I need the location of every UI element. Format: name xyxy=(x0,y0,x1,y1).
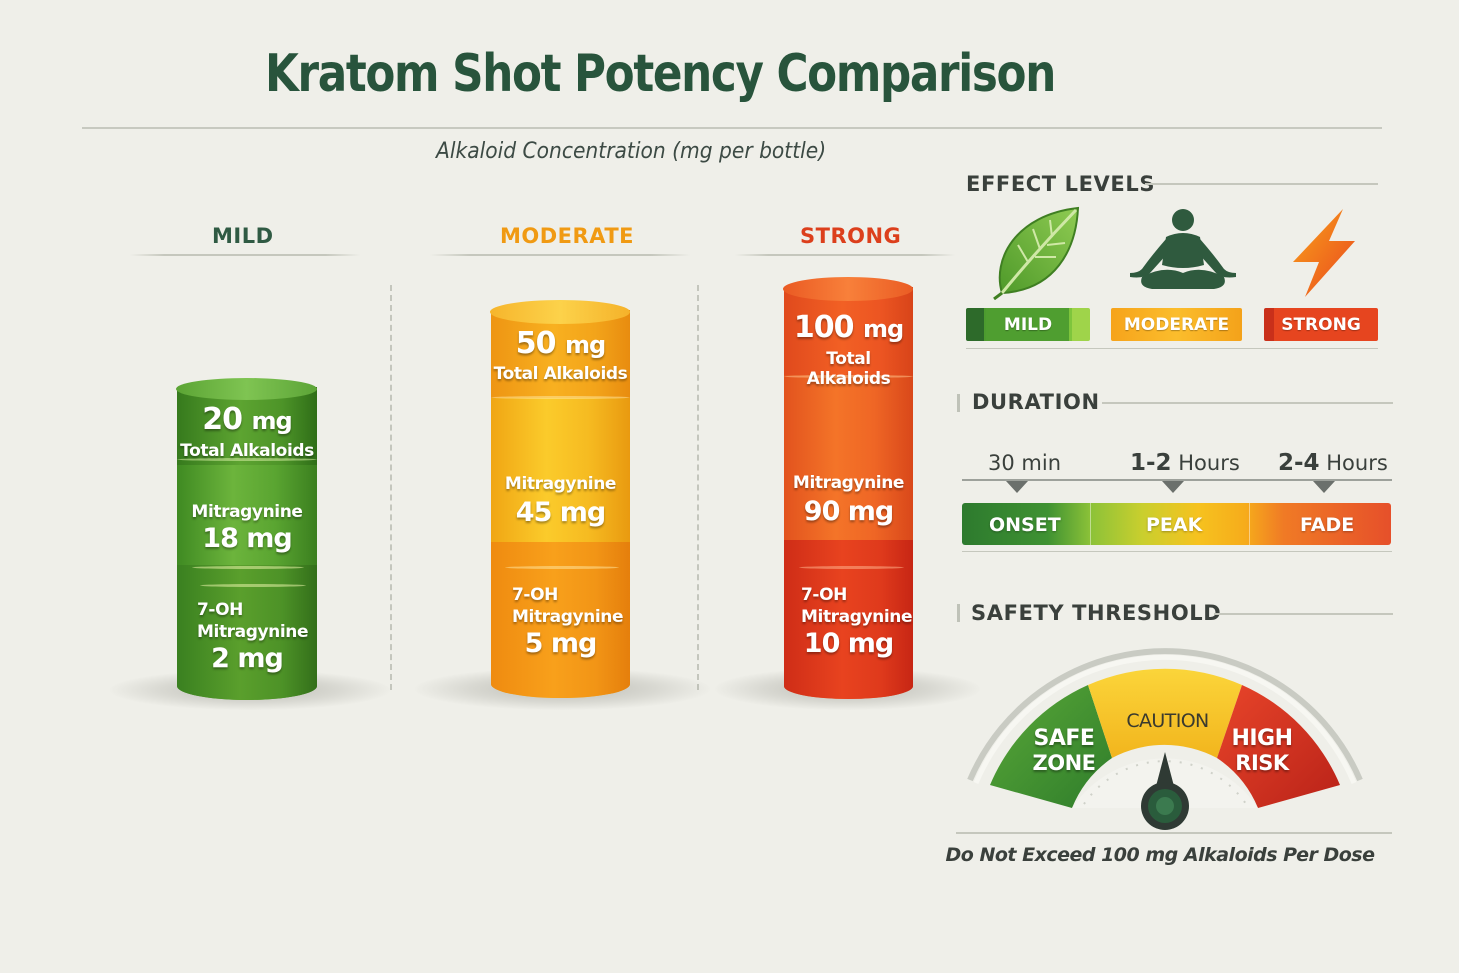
duration-bar: ONSET PEAK FADE xyxy=(962,503,1391,545)
effect-levels-title: EFFECT LEVELS xyxy=(966,172,1156,196)
duration-title: DURATION xyxy=(972,390,1100,414)
segment-divider xyxy=(177,458,317,461)
phase-peak: PEAK xyxy=(1146,514,1203,536)
effect-pill-moderate: MODERATE xyxy=(1111,308,1242,341)
segment-divider xyxy=(200,584,306,587)
duration-time-peak: 1-2 Hours xyxy=(1130,450,1240,476)
lightning-icon xyxy=(1285,207,1360,299)
safety-gauge xyxy=(962,640,1372,840)
moderate-7oh-label-line1: 7-OH xyxy=(512,585,558,605)
moderate-total-value: 50 mg xyxy=(515,326,606,361)
effect-pill-strong: STRONG xyxy=(1264,308,1378,341)
strong-7oh-label-line1: 7-OH xyxy=(801,585,847,605)
page-title: Kratom Shot Potency Comparison xyxy=(265,44,1056,104)
moderate-total-label: Total Alkaloids xyxy=(493,364,628,384)
gauge-safe-line1: SAFE xyxy=(1033,726,1095,751)
mild-mitragynine-label: Mitragynine xyxy=(191,502,303,522)
level-header-rule xyxy=(430,254,690,256)
cylinder-cap xyxy=(490,300,630,324)
phase-divider xyxy=(1090,503,1091,545)
title-divider xyxy=(82,127,1382,129)
leaf-icon xyxy=(990,205,1082,301)
phase-divider xyxy=(1249,503,1250,545)
effect-pill-mild: MILD xyxy=(966,308,1090,341)
section-rule xyxy=(962,551,1392,552)
level-header-strong: STRONG xyxy=(800,224,902,248)
duration-time-fade: 2-4 Hours xyxy=(1278,450,1388,476)
segment-divider xyxy=(491,396,630,399)
segment-divider xyxy=(799,566,904,569)
page-subtitle: Alkaloid Concentration (mg per bottle) xyxy=(436,139,827,164)
section-rule xyxy=(1214,613,1393,615)
strong-7oh-label-line2: Mitragynine xyxy=(801,607,913,627)
mild-7oh-label-line1: 7-OH xyxy=(197,600,243,620)
timeline-marker xyxy=(1006,481,1028,493)
strong-total-label: Total Alkaloids xyxy=(806,349,891,389)
segment-divider xyxy=(505,566,619,569)
meditation-icon xyxy=(1124,207,1242,299)
segment-divider xyxy=(192,566,304,569)
section-marker xyxy=(957,394,960,412)
mild-mitragynine-value: 18 mg xyxy=(202,523,292,554)
mild-total-value: 20 mg xyxy=(202,402,292,437)
moderate-7oh-label-line2: Mitragynine xyxy=(512,607,624,627)
cylinder-segment-total xyxy=(177,387,317,465)
segment-divider xyxy=(784,375,913,378)
level-header-moderate: MODERATE xyxy=(500,224,634,248)
safety-note: Do Not Exceed 100 mg Alkaloids Per Dose xyxy=(945,844,1375,866)
gauge-risk-line2: RISK xyxy=(1235,751,1289,775)
duration-time-onset: 30 min xyxy=(988,451,1062,475)
timeline-marker xyxy=(1313,481,1335,493)
section-rule xyxy=(1102,402,1393,404)
section-rule xyxy=(956,832,1392,834)
phase-fade: FADE xyxy=(1300,514,1355,536)
strong-mitragynine-value: 90 mg xyxy=(803,496,894,527)
gauge-safe-line2: ZONE xyxy=(1032,751,1097,775)
timeline-axis xyxy=(962,479,1392,481)
gauge-high-line1: HIGH xyxy=(1231,726,1293,751)
cylinder-segment-7oh xyxy=(177,565,317,700)
mild-7oh-value: 2 mg xyxy=(211,643,284,674)
gauge-caution: CAUTION xyxy=(1126,710,1209,732)
cylinder-segment-total xyxy=(491,310,630,398)
level-header-rule xyxy=(130,254,360,256)
column-separator xyxy=(390,285,392,690)
section-rule xyxy=(1145,183,1378,185)
cylinder-cap xyxy=(783,277,913,301)
cylinder-segment-total xyxy=(784,287,913,375)
cylinder-cap xyxy=(176,378,317,400)
strong-7oh-value: 10 mg xyxy=(803,628,894,659)
strong-total-value: 100 mg xyxy=(793,310,904,345)
section-marker xyxy=(957,604,960,622)
mild-total-label: Total Alkaloids xyxy=(180,441,314,461)
moderate-mitragynine-label: Mitragynine xyxy=(504,474,617,494)
cylinder-mild xyxy=(177,387,317,700)
level-header-rule xyxy=(735,254,955,256)
phase-onset: ONSET xyxy=(989,514,1061,536)
safety-title: SAFETY THRESHOLD xyxy=(971,601,1222,625)
moderate-mitragynine-value: 45 mg xyxy=(515,497,606,528)
mild-7oh-label-line2: Mitragynine xyxy=(197,622,309,642)
strong-mitragynine-label: Mitragynine xyxy=(792,473,905,493)
timeline-marker xyxy=(1162,481,1184,493)
section-rule xyxy=(966,348,1378,349)
moderate-7oh-value: 5 mg xyxy=(524,628,598,659)
level-header-mild: MILD xyxy=(212,224,274,248)
column-separator xyxy=(697,285,699,690)
